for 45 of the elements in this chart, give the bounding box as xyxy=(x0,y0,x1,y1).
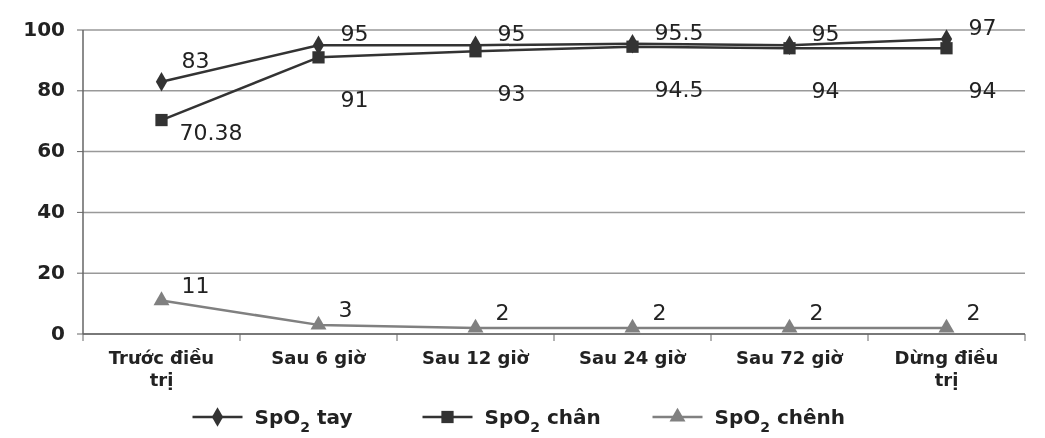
data-label: 2 xyxy=(495,299,510,325)
legend-label: SpO$_{2}$ chênh xyxy=(714,405,846,435)
point xyxy=(624,318,641,333)
y-tick-label: 40 xyxy=(37,198,65,223)
point xyxy=(626,40,639,53)
y-tick-label: 60 xyxy=(37,138,65,163)
data-label: 93 xyxy=(497,81,526,107)
y-tick-label: 100 xyxy=(23,16,65,41)
data-label: 2 xyxy=(966,299,981,325)
x-tick-label: Sau 72 giờ xyxy=(736,347,844,368)
point xyxy=(783,42,796,55)
point xyxy=(155,113,168,127)
x-tick-label: Dừng điều trị xyxy=(894,347,999,390)
point xyxy=(940,42,953,55)
point xyxy=(467,318,484,333)
point xyxy=(310,315,327,330)
point xyxy=(938,318,955,333)
x-tick-label: Trước điều trị xyxy=(108,347,215,390)
data-label: 95 xyxy=(340,21,369,47)
data-label: 83 xyxy=(181,47,210,73)
data-label: 91 xyxy=(340,87,369,113)
x-tick-label: Sau 24 giờ xyxy=(579,347,687,368)
point xyxy=(781,318,798,333)
data-label: 95 xyxy=(497,21,526,47)
data-label: 95.5 xyxy=(654,19,704,45)
point xyxy=(153,291,170,306)
data-label: 3 xyxy=(338,296,353,322)
data-label: 11 xyxy=(181,272,210,298)
point xyxy=(312,51,325,64)
x-tick-label: Sau 6 giờ xyxy=(271,347,367,368)
legend-label: SpO$_{2}$ tay xyxy=(254,405,353,435)
y-tick-label: 0 xyxy=(51,320,65,345)
data-label: 97 xyxy=(968,15,997,41)
y-tick-label: 80 xyxy=(37,77,65,102)
y-tick-label: 20 xyxy=(37,259,65,284)
data-label: 70.38 xyxy=(179,120,243,146)
point xyxy=(469,45,482,58)
legend-label: SpO$_{2}$ chân xyxy=(484,405,601,435)
data-label: 94.5 xyxy=(654,76,704,102)
x-tick-label: Sau 12 giờ xyxy=(422,347,530,368)
data-label: 94 xyxy=(968,78,997,104)
data-label: 95 xyxy=(811,21,840,47)
data-label: 2 xyxy=(809,299,824,325)
data-label: 94 xyxy=(811,78,840,104)
data-label: 2 xyxy=(652,299,667,325)
